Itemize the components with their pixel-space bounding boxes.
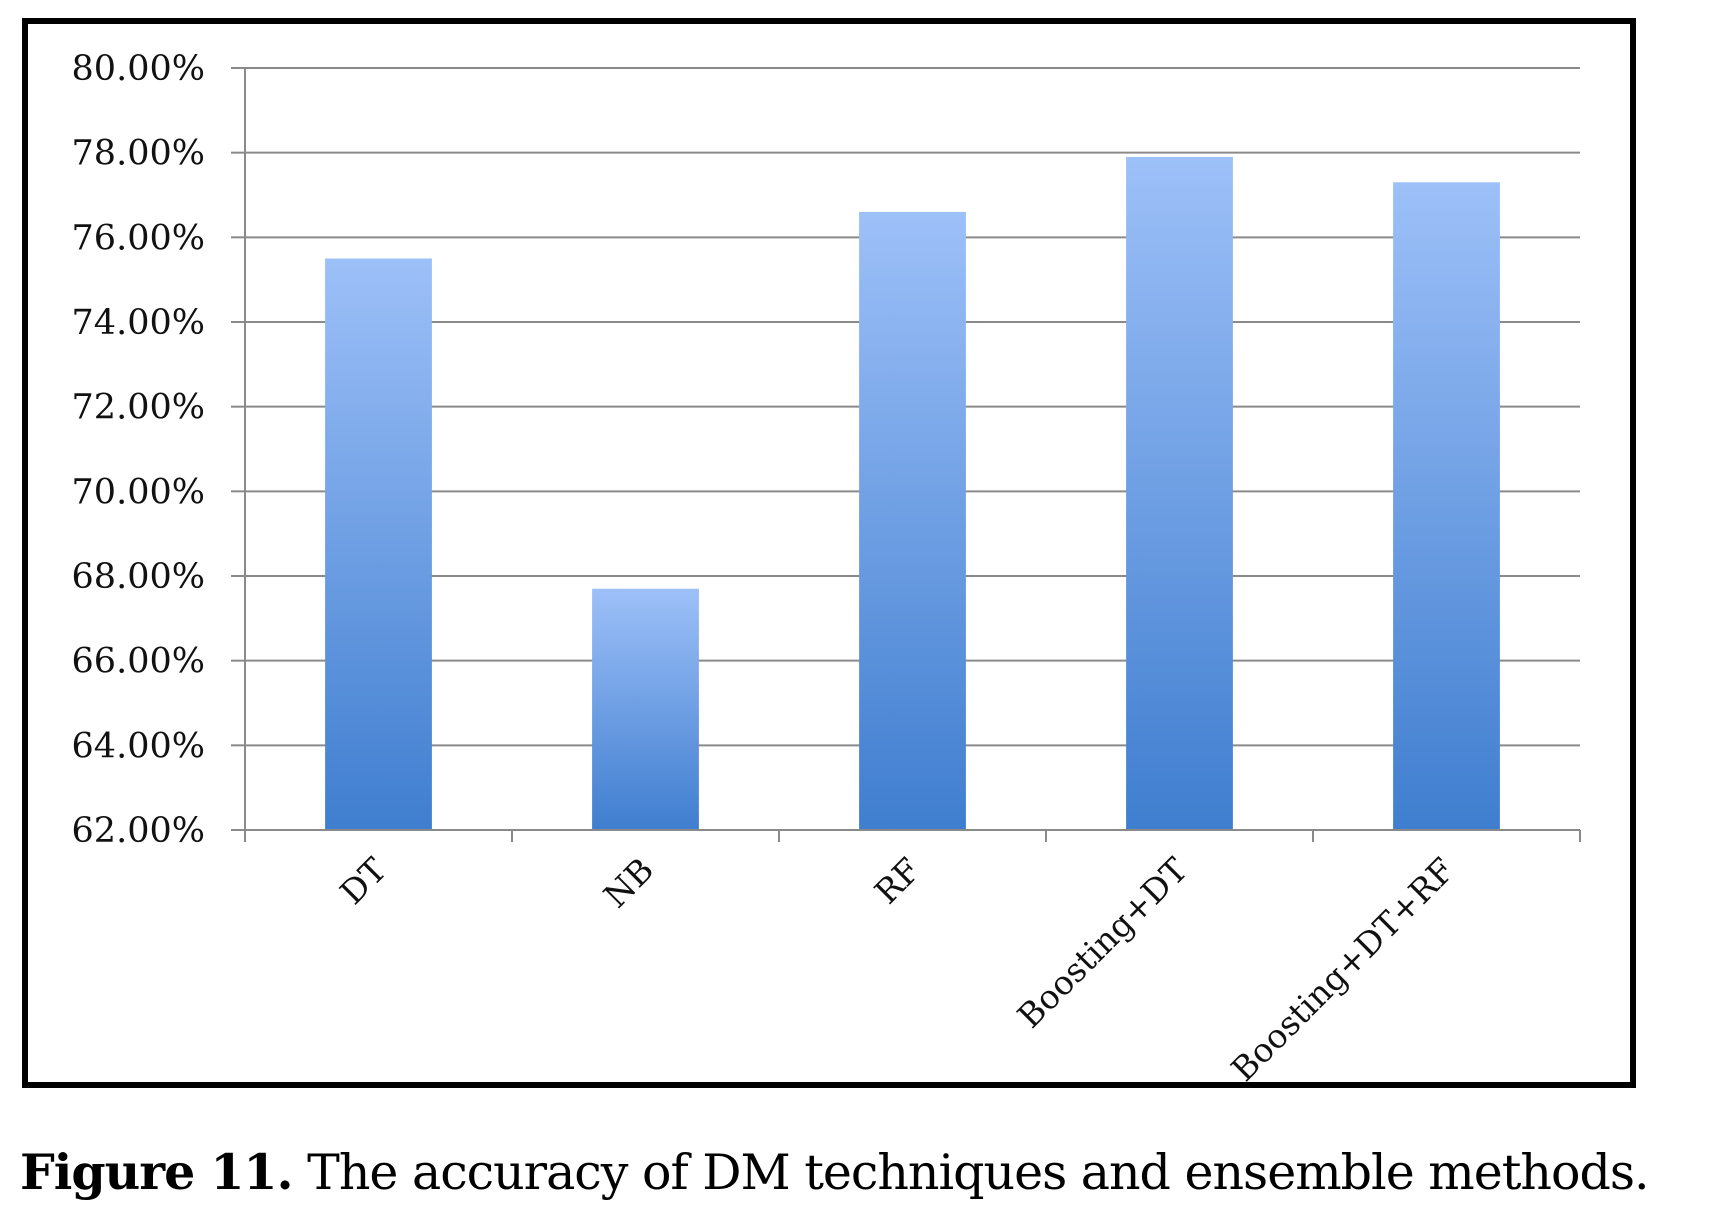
y-tick-label: 76.00% — [72, 218, 205, 258]
bar-boosting-dt-rf — [1393, 182, 1500, 831]
y-tick-label: 78.00% — [72, 134, 205, 174]
figure-frame — [22, 18, 1636, 1088]
x-tick-label: NB — [596, 850, 661, 915]
y-tick-label: 70.00% — [72, 472, 205, 512]
bar-nb — [592, 588, 699, 830]
bar-boosting-dt — [1126, 156, 1233, 830]
x-tick-label: Boosting+DT+RF — [1223, 850, 1462, 1089]
x-tick-labels: DT NB RF Boosting+DT Boosting+DT+RF — [332, 850, 1462, 1089]
y-tick-label: 62.00% — [72, 811, 205, 851]
y-tick-label: 64.00% — [72, 726, 205, 766]
bar-dt — [325, 258, 432, 830]
figure-caption: Figure 11. The accuracy of DM techniques… — [20, 1143, 1650, 1201]
bar-chart: 80.00% 78.00% 76.00% 74.00% 72.00% 70.00% 68.0… — [72, 49, 1581, 1089]
axes — [231, 67, 1581, 842]
y-tick-label: 74.00% — [72, 303, 205, 343]
x-tick-label: Boosting+DT — [1010, 850, 1195, 1035]
caption-label: Figure 11. — [20, 1143, 294, 1201]
x-tick-label: DT — [332, 850, 394, 912]
x-tick-label: RF — [867, 850, 928, 911]
bars — [325, 156, 1500, 831]
caption-text: The accuracy of DM techniques and ensemb… — [292, 1144, 1649, 1201]
y-tick-label: 80.00% — [72, 49, 205, 89]
y-tick-label: 66.00% — [72, 642, 205, 682]
y-tick-label: 72.00% — [72, 388, 205, 428]
bar-rf — [859, 211, 966, 830]
y-tick-labels: 80.00% 78.00% 76.00% 74.00% 72.00% 70.00% 68.0… — [72, 49, 205, 851]
y-tick-label: 68.00% — [72, 557, 205, 597]
